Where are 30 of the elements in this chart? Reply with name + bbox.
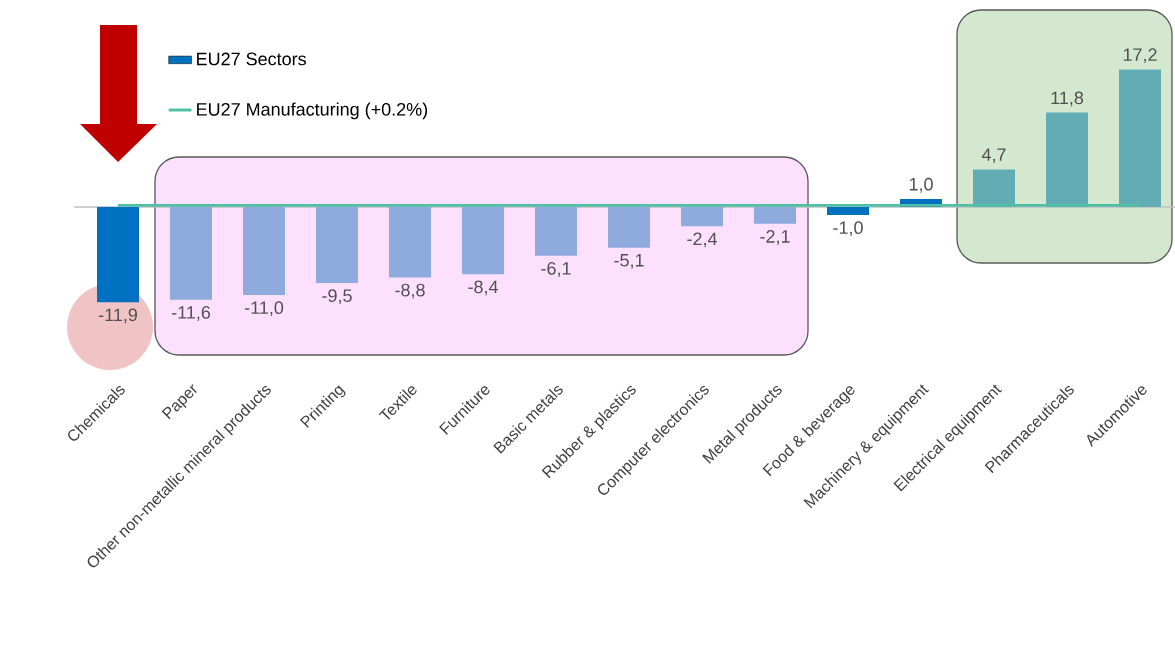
bar xyxy=(754,206,797,224)
data-label: -8,8 xyxy=(395,283,425,299)
bar xyxy=(1119,69,1161,207)
bar xyxy=(535,206,578,256)
bar xyxy=(608,206,651,248)
bar xyxy=(1046,112,1089,207)
data-label: -9,5 xyxy=(322,289,352,305)
data-label: -1,0 xyxy=(833,221,863,237)
bar xyxy=(973,169,1016,207)
legend-label: EU27 Sectors xyxy=(197,52,306,66)
bar xyxy=(462,206,505,275)
data-label: 1,0 xyxy=(909,177,933,193)
bar xyxy=(170,206,213,300)
bar xyxy=(827,206,870,215)
data-label: -11,0 xyxy=(244,301,284,317)
data-label: 11,8 xyxy=(1051,91,1084,107)
data-label: -2,4 xyxy=(687,232,717,248)
data-label: -2,1 xyxy=(760,230,790,245)
data-label: -6,1 xyxy=(541,262,571,277)
data-label: 17,2 xyxy=(1123,48,1157,64)
bar xyxy=(681,206,723,227)
legend-label: EU27 Manufacturing (+0.2%) xyxy=(197,102,428,120)
data-label: -11,9 xyxy=(98,308,137,324)
bar xyxy=(389,206,432,278)
data-label: 4,7 xyxy=(981,148,1006,164)
data-label: -11,6 xyxy=(171,306,211,321)
bar xyxy=(316,206,359,283)
data-label: -8,4 xyxy=(468,280,498,296)
data-label: -5,1 xyxy=(614,254,644,269)
bar xyxy=(243,206,286,295)
